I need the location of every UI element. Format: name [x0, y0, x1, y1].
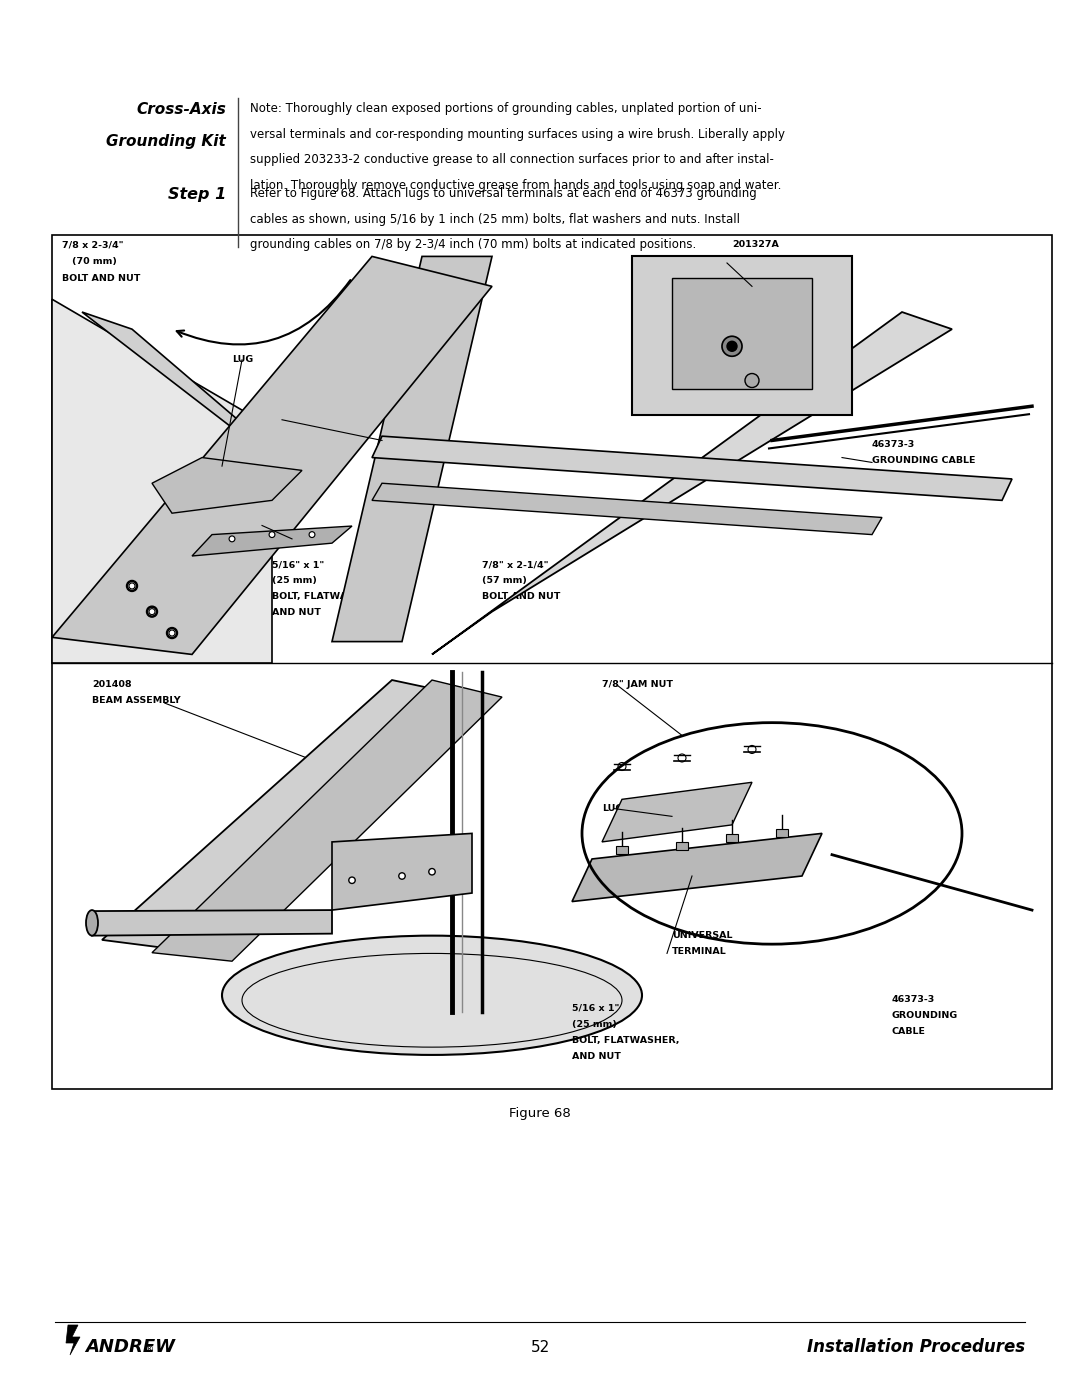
Text: (70 mm): (70 mm)	[72, 257, 117, 265]
Circle shape	[269, 532, 274, 538]
Text: 46373-3: 46373-3	[892, 995, 935, 1004]
Polygon shape	[192, 527, 352, 556]
Circle shape	[401, 875, 404, 877]
Circle shape	[168, 630, 175, 636]
Text: AND NUT: AND NUT	[572, 1052, 621, 1060]
Text: grounding cables on 7/8 by 2-3/4 inch (70 mm) bolts at indicated positions.: grounding cables on 7/8 by 2-3/4 inch (7…	[249, 237, 697, 251]
Polygon shape	[372, 483, 882, 535]
Polygon shape	[372, 436, 1012, 500]
Text: CABLE: CABLE	[892, 1027, 926, 1037]
Circle shape	[309, 532, 314, 538]
Polygon shape	[92, 909, 332, 936]
Text: Note: Thoroughly clean exposed portions of grounding cables, unplated portion of: Note: Thoroughly clean exposed portions …	[249, 102, 761, 115]
Bar	[632, 257, 852, 415]
Circle shape	[727, 341, 737, 351]
Text: Grounding Kit: Grounding Kit	[106, 134, 226, 149]
Text: BEAM ASSEMBLY: BEAM ASSEMBLY	[92, 696, 180, 705]
Polygon shape	[602, 782, 752, 842]
Bar	[676, 842, 688, 851]
Text: 5/16" x 1": 5/16" x 1"	[272, 560, 324, 570]
Text: 7/8" JAM NUT: 7/8" JAM NUT	[602, 680, 673, 689]
Bar	[616, 847, 627, 855]
Bar	[777, 830, 788, 837]
Polygon shape	[82, 312, 272, 448]
Circle shape	[166, 627, 177, 638]
Circle shape	[149, 609, 156, 615]
Text: GROUNDING CABLE: GROUNDING CABLE	[872, 457, 975, 465]
Text: TERMINAL: TERMINAL	[672, 947, 727, 957]
Text: 7/8" JAM NUT: 7/8" JAM NUT	[282, 415, 353, 423]
Polygon shape	[66, 1324, 80, 1355]
Bar	[726, 834, 738, 841]
Text: versal terminals and cor-responding mounting surfaces using a wire brush. Libera: versal terminals and cor-responding moun…	[249, 127, 785, 141]
Polygon shape	[152, 458, 302, 513]
Ellipse shape	[222, 936, 642, 1055]
Text: BOLT, FLATWASHER: BOLT, FLATWASHER	[272, 592, 376, 601]
Circle shape	[745, 373, 759, 387]
Text: 52: 52	[530, 1340, 550, 1355]
FancyArrowPatch shape	[177, 279, 350, 345]
Text: Cross-Axis: Cross-Axis	[136, 102, 226, 117]
Text: BOLT AND NUT: BOLT AND NUT	[62, 274, 140, 284]
Circle shape	[270, 534, 273, 536]
Text: LUG: LUG	[602, 803, 623, 813]
Text: JOINT ASSEMBLY: JOINT ASSEMBLY	[732, 256, 820, 265]
Text: LUG: LUG	[232, 355, 253, 363]
Circle shape	[129, 583, 135, 590]
Polygon shape	[332, 257, 492, 641]
Circle shape	[429, 869, 435, 875]
Text: 46373-3: 46373-3	[872, 440, 915, 450]
Polygon shape	[102, 680, 472, 953]
Text: lation. Thoroughly remove conductive grease from hands and tools using soap and : lation. Thoroughly remove conductive gre…	[249, 179, 781, 191]
Text: TERMINAL: TERMINAL	[212, 534, 267, 542]
Polygon shape	[152, 680, 502, 961]
Bar	[52, 235, 1052, 1090]
Text: 7/8" x 2-1/4": 7/8" x 2-1/4"	[482, 560, 549, 570]
Circle shape	[230, 538, 233, 541]
Text: (25 mm): (25 mm)	[572, 1020, 617, 1028]
Text: 201327A: 201327A	[732, 240, 779, 249]
Bar	[672, 278, 812, 390]
Circle shape	[399, 873, 405, 879]
Text: BOLT, FLATWASHER,: BOLT, FLATWASHER,	[572, 1035, 679, 1045]
Text: AND NUT: AND NUT	[272, 608, 321, 617]
Text: ANDREW: ANDREW	[85, 1338, 175, 1356]
Circle shape	[723, 337, 742, 356]
Text: Refer to Figure 68. Attach lugs to universal terminals at each end of 46373 grou: Refer to Figure 68. Attach lugs to unive…	[249, 187, 757, 200]
Text: BOLT AND NUT: BOLT AND NUT	[482, 592, 561, 601]
Text: UNIVERSAL: UNIVERSAL	[672, 932, 732, 940]
Text: Step 1: Step 1	[167, 187, 226, 203]
Text: cables as shown, using 5/16 by 1 inch (25 mm) bolts, flat washers and nuts. Inst: cables as shown, using 5/16 by 1 inch (2…	[249, 212, 740, 225]
Text: (25 mm): (25 mm)	[272, 577, 316, 585]
Text: 201408: 201408	[92, 680, 132, 689]
Text: 5/16 x 1": 5/16 x 1"	[572, 1004, 619, 1013]
Text: 7/8 x 2-3/4": 7/8 x 2-3/4"	[62, 240, 123, 249]
Text: UNIVERSAL: UNIVERSAL	[212, 517, 272, 527]
Polygon shape	[52, 257, 492, 654]
Ellipse shape	[86, 909, 98, 936]
Polygon shape	[572, 834, 822, 901]
Text: (57 mm): (57 mm)	[482, 577, 527, 585]
Circle shape	[430, 870, 434, 873]
Polygon shape	[52, 299, 272, 664]
Circle shape	[350, 879, 354, 882]
Text: Installation Procedures: Installation Procedures	[807, 1338, 1025, 1356]
Text: supplied 203233-2 conductive grease to all connection surfaces prior to and afte: supplied 203233-2 conductive grease to a…	[249, 154, 774, 166]
Circle shape	[349, 877, 355, 883]
Circle shape	[126, 581, 137, 591]
Circle shape	[147, 606, 158, 617]
Text: GROUNDING: GROUNDING	[892, 1011, 958, 1020]
Text: ®: ®	[145, 1345, 154, 1355]
Text: Figure 68: Figure 68	[509, 1106, 571, 1120]
Polygon shape	[332, 834, 472, 909]
Circle shape	[229, 536, 234, 542]
Circle shape	[310, 534, 313, 536]
Polygon shape	[432, 312, 951, 654]
